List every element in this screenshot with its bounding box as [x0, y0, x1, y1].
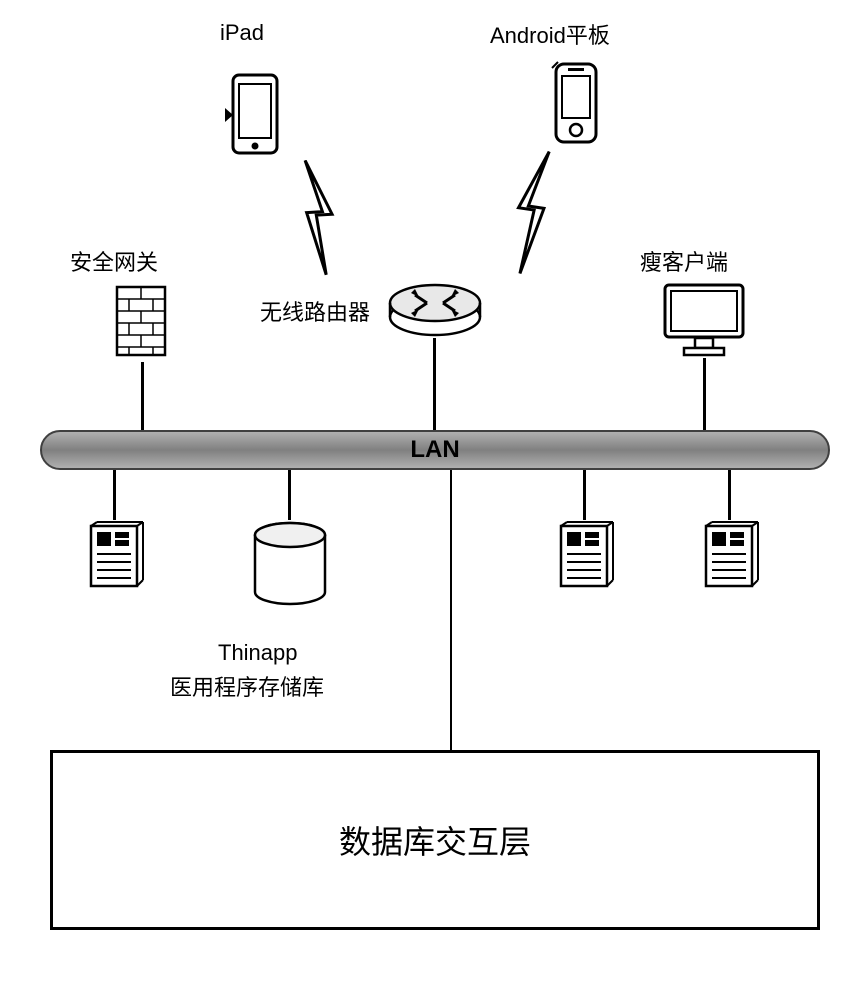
- security-gateway-label: 安全网关: [70, 245, 158, 277]
- router-icon: [385, 275, 485, 345]
- lan-bar: LAN: [40, 430, 830, 470]
- vertical-separator: [450, 470, 452, 752]
- monitor-icon: [660, 280, 750, 363]
- thinapp-label-line1: Thinapp: [218, 640, 298, 666]
- database-interaction-layer-label: 数据库交互层: [339, 817, 531, 863]
- cylinder-storage-icon: [250, 520, 330, 615]
- android-tablet-label: Android平板: [490, 18, 610, 50]
- server-icon-2: [555, 520, 615, 600]
- connector-thinclient-lan: [703, 358, 706, 432]
- wireless-signal-right: [460, 150, 590, 285]
- database-interaction-layer-box: 数据库交互层: [50, 750, 820, 930]
- lan-label: LAN: [410, 436, 459, 464]
- connector-lan-server1: [113, 470, 116, 520]
- connector-lan-cylinder: [288, 470, 291, 520]
- firewall-icon: [115, 285, 170, 365]
- connector-router-lan: [433, 338, 436, 432]
- connector-gateway-lan: [141, 362, 144, 432]
- ipad-label: iPad: [220, 20, 264, 46]
- wireless-router-label: 无线路由器: [260, 295, 370, 327]
- server-icon-3: [700, 520, 760, 600]
- android-tablet-icon: [550, 60, 605, 155]
- ipad-device-icon: [225, 70, 285, 165]
- wireless-signal-left: [280, 160, 410, 285]
- connector-lan-server3: [728, 470, 731, 520]
- thinapp-label-line2: 医用程序存储库: [170, 670, 324, 702]
- connector-lan-server2: [583, 470, 586, 520]
- server-icon-1: [85, 520, 145, 600]
- thin-client-label: 瘦客户端: [640, 245, 728, 277]
